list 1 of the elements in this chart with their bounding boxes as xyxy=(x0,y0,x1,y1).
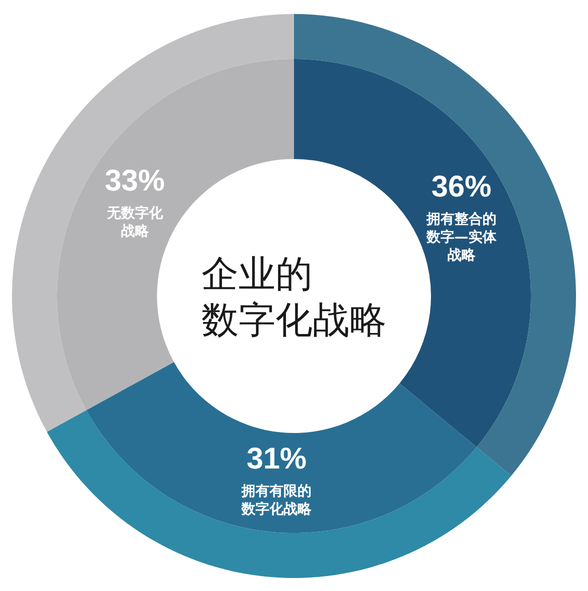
title: 企业的数字化战略 xyxy=(202,252,386,342)
